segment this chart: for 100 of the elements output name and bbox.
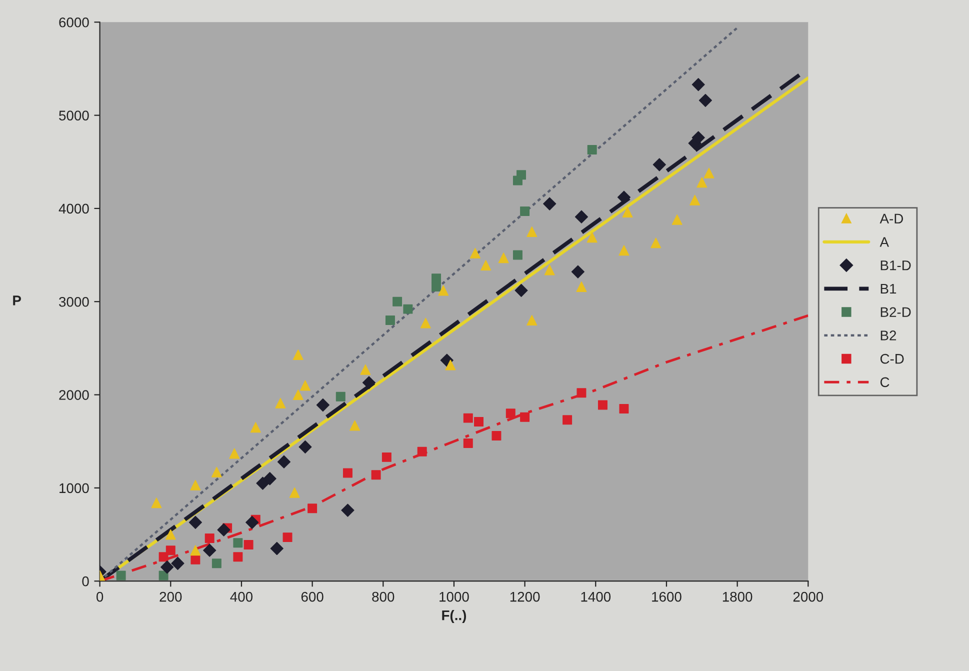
y-tick-label: 5000 [59,110,89,120]
point [650,238,662,248]
point [298,440,312,454]
point [512,250,522,260]
y-tick-label: 1000 [60,483,89,494]
point [432,282,442,292]
point [256,476,270,490]
point [520,412,530,422]
point [382,452,392,462]
point [543,197,556,210]
point [438,285,449,296]
point [506,408,516,418]
point [696,177,708,188]
point [160,560,174,574]
point [586,232,598,243]
point [263,472,276,486]
legend-label: B2 [880,330,896,340]
point [576,281,587,292]
point [289,487,300,498]
point [211,466,222,478]
point [598,400,608,410]
point [492,431,502,441]
point [498,252,509,264]
point [480,260,492,271]
legend-label: A-D [880,214,903,224]
point [692,131,705,144]
x-tick-label: 200 [160,592,182,602]
point [360,364,371,375]
point [171,556,184,570]
point [474,417,484,427]
point [203,544,216,557]
point [445,360,456,370]
legend-label: C-D [880,354,904,364]
legend-label: B1 [880,284,896,294]
point [244,540,254,550]
point [250,422,261,433]
point [229,448,240,459]
point [672,214,682,225]
point [277,455,291,468]
x-tick-label: 400 [230,592,253,602]
x-tick-label: 600 [301,592,324,602]
point [165,529,176,540]
point [270,542,284,556]
point [392,296,402,306]
point [526,314,538,326]
point [233,552,243,562]
point [190,545,201,556]
point [571,265,584,278]
point [188,516,202,529]
x-tick-label: 800 [372,592,394,602]
point [562,415,572,425]
point [158,552,168,562]
point [275,398,286,408]
point [233,538,243,548]
point [166,546,176,556]
point [516,170,526,180]
x-tick-label: 1400 [581,592,611,602]
legend-label: A [880,237,889,247]
x-tick-label: 1600 [652,592,682,602]
point [316,398,330,412]
point [574,210,588,224]
point [514,284,528,297]
point [470,248,480,258]
point [336,392,346,402]
point [371,470,381,480]
x-tick-label: 0 [96,592,104,602]
point [463,438,473,448]
point [417,446,427,456]
y-tick-label: 4000 [58,204,89,214]
point [544,264,555,276]
point [204,533,214,543]
legend-label: C [880,377,890,388]
point [420,318,431,328]
point [350,420,360,431]
point [622,206,633,218]
x-axis-title: F(..) [442,610,466,623]
point [342,468,352,478]
x-tick-label: 1200 [510,592,540,602]
point [692,78,705,92]
point [652,158,666,172]
point [526,226,538,238]
point [576,388,586,398]
point [587,145,597,155]
point [618,245,630,256]
legend-label: B2-D [880,307,911,317]
point [704,168,714,178]
x-tick-label: 1000 [440,592,469,602]
point [362,376,376,390]
y-tick-label: 0 [82,576,89,586]
point [619,404,629,414]
point [341,504,354,517]
point [385,316,395,325]
point [282,532,292,542]
x-tick-label: 1800 [722,592,752,602]
x-tick-label: 2000 [793,592,824,602]
point [520,206,530,216]
y-tick-label: 2000 [59,390,89,400]
point [690,194,700,206]
point [212,558,222,568]
point [292,349,304,360]
